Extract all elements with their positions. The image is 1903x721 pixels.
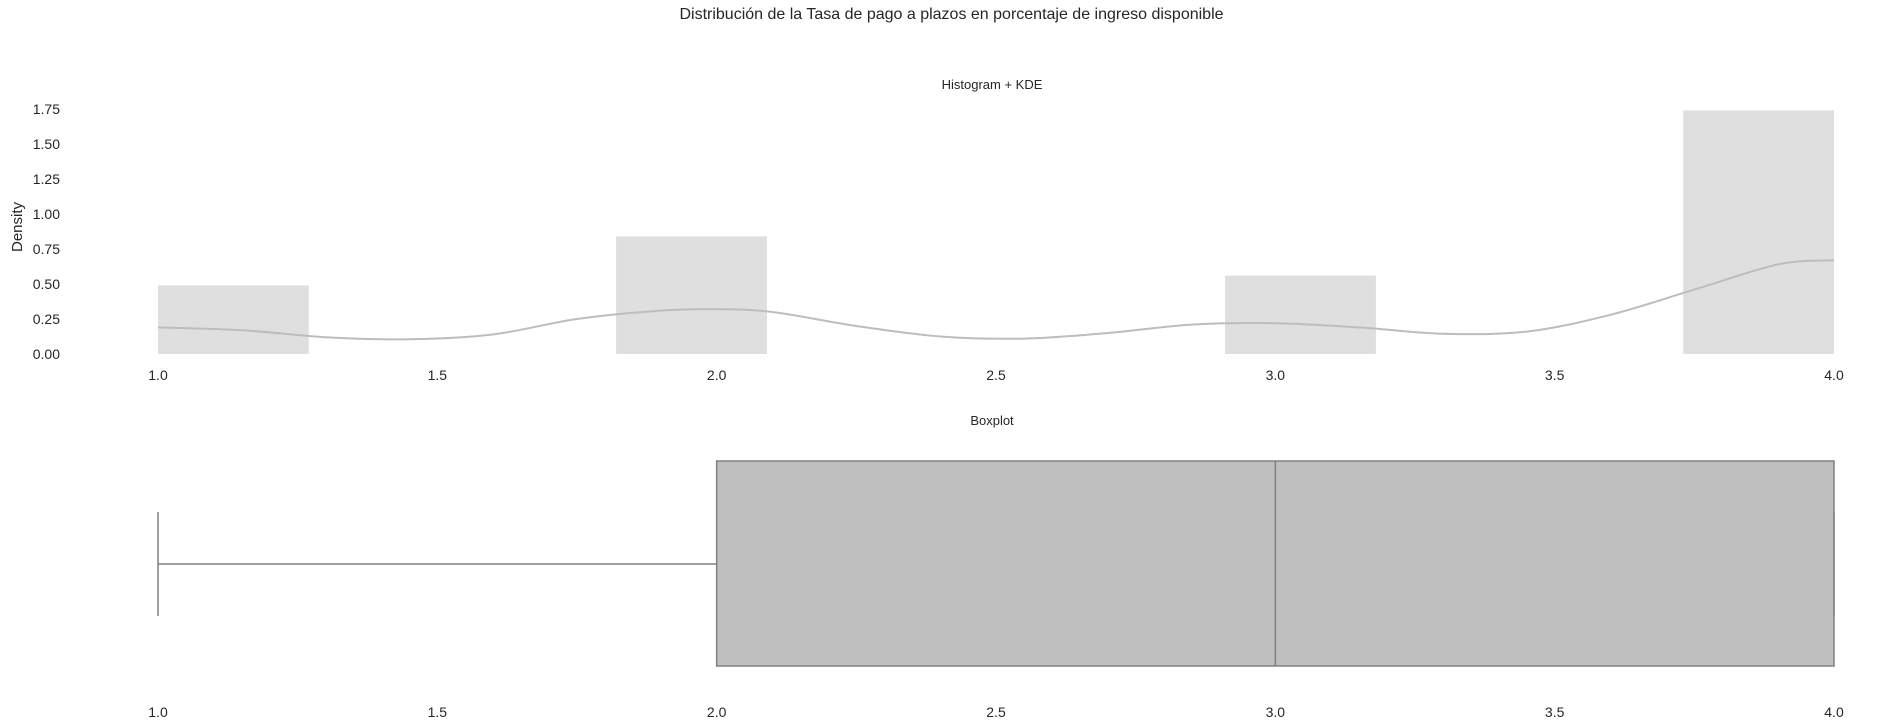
boxplot-x-tick-label-2: 2.0 <box>707 704 727 720</box>
histogram-y-tick-label-5: 1.25 <box>33 171 60 187</box>
histogram-bar-0 <box>158 285 309 354</box>
boxplot-x-tick-label-3: 2.5 <box>986 704 1006 720</box>
histogram-bar-3 <box>1683 110 1834 355</box>
histogram-bars <box>158 110 1834 355</box>
histogram-x-tick-label-3: 2.5 <box>986 367 1006 383</box>
boxplot-x-tick-label-1: 1.5 <box>428 704 448 720</box>
histogram-y-tick-label-4: 1.00 <box>33 206 60 222</box>
histogram-title: Histogram + KDE <box>942 77 1043 92</box>
boxplot-x-tick-label-4: 3.0 <box>1266 704 1286 720</box>
histogram-x-tick-label-4: 3.0 <box>1266 367 1286 383</box>
histogram-x-tick-label-5: 3.5 <box>1545 367 1565 383</box>
histogram-y-tick-label-2: 0.50 <box>33 276 60 292</box>
boxplot-x-ticks: 1.0 1.5 2.0 2.5 3.0 3.5 4.0 <box>148 704 1844 720</box>
kde-line <box>157 259 1835 341</box>
histogram-x-tick-label-6: 4.0 <box>1824 367 1844 383</box>
boxplot-x-tick-label-0: 1.0 <box>148 704 168 720</box>
histogram-y-ticks: 0.00 0.25 0.50 0.75 1.00 1.25 1.50 1.75 <box>33 101 60 362</box>
histogram-y-tick-label-7: 1.75 <box>33 101 60 117</box>
histogram-bar-1 <box>616 236 767 354</box>
boxplot-x-tick-label-5: 3.5 <box>1545 704 1565 720</box>
histogram-ylabel: Density <box>9 201 26 252</box>
boxplot-title: Boxplot <box>970 413 1014 428</box>
histogram-y-tick-label-6: 1.50 <box>33 136 60 152</box>
histogram-y-tick-label-3: 0.75 <box>33 241 60 257</box>
histogram-x-tick-label-2: 2.0 <box>707 367 727 383</box>
histogram-y-tick-label-0: 0.00 <box>33 346 60 362</box>
histogram-x-ticks: 1.0 1.5 2.0 2.5 3.0 3.5 4.0 <box>148 367 1844 383</box>
histogram-y-tick-label-1: 0.25 <box>33 311 60 327</box>
histogram-bar-2 <box>1225 275 1376 354</box>
histogram-x-tick-label-0: 1.0 <box>148 367 168 383</box>
figure-suptitle: Distribución de la Tasa de pago a plazos… <box>679 6 1224 23</box>
histogram-x-tick-label-1: 1.5 <box>428 367 448 383</box>
boxplot-x-tick-label-6: 4.0 <box>1824 704 1844 720</box>
histogram-kde <box>157 259 1835 341</box>
boxplot-body <box>157 460 1835 667</box>
